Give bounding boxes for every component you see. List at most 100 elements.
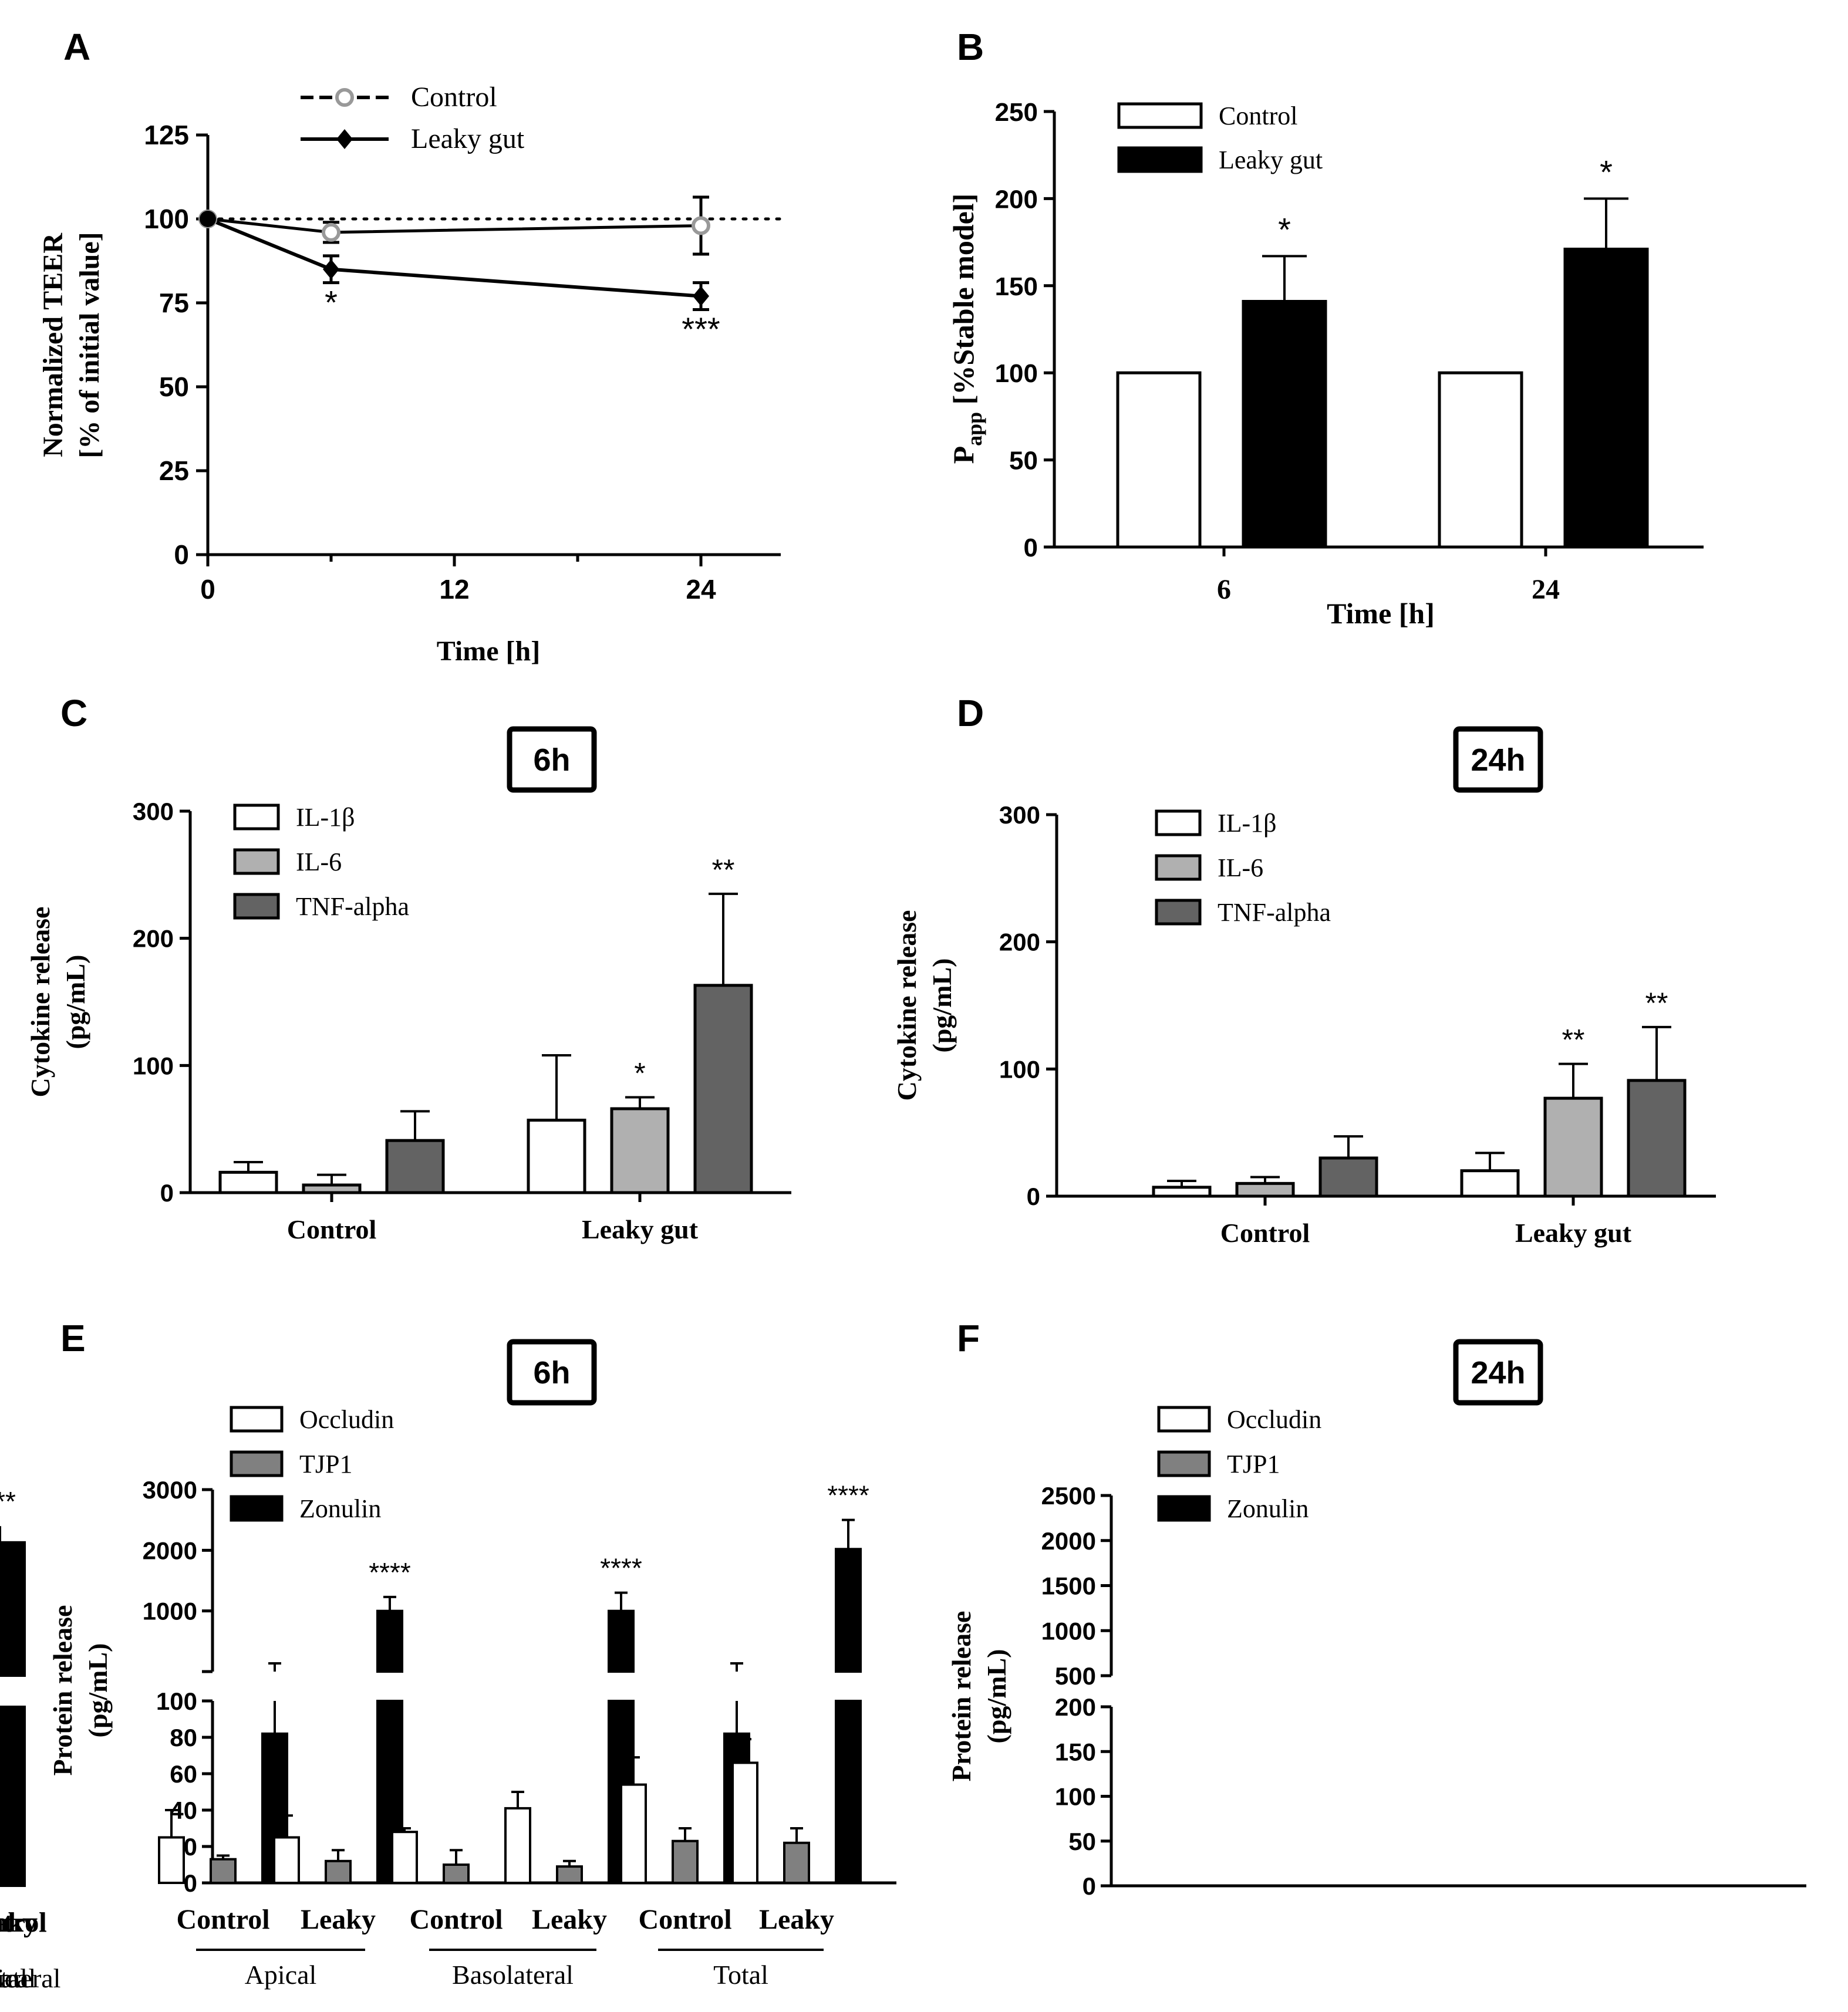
x-tick-label: Control: [0, 1907, 47, 1938]
y-tick-label: 200: [995, 185, 1038, 214]
legend: IL-1β IL-6 TNF-alpha: [1155, 809, 1331, 927]
error-bar: [1559, 1062, 1588, 1099]
y-tick-label: 1500: [1041, 1572, 1096, 1600]
y-tick-label: 150: [995, 272, 1038, 301]
y-tick-label: 80: [170, 1724, 197, 1751]
x-axis-label: Time [h]: [437, 636, 540, 667]
y-tick-label: 50: [1068, 1828, 1096, 1855]
y-tick-label: 75: [159, 288, 189, 318]
y-tick-label: 1000: [1041, 1617, 1096, 1645]
y-tick-label: 1000: [143, 1598, 197, 1625]
bar-zonulin-upper: [608, 1609, 635, 1673]
legend-occludin-label: Occludin: [1227, 1405, 1321, 1434]
y-tick-label: 100: [1055, 1783, 1096, 1811]
legend: Control Leaky gut: [301, 82, 525, 154]
legend-il-6: IL-6: [233, 848, 342, 876]
panel-title-frame: [507, 1339, 597, 1406]
error-bar: [450, 1849, 463, 1865]
error-bar: [317, 1173, 346, 1185]
y-tick-label: 100: [999, 1055, 1040, 1083]
legend-il-1--swatch: [233, 804, 280, 831]
panel-title-text: 6h: [533, 742, 570, 778]
leaky-point: [693, 286, 709, 306]
legend-zonulin-swatch: [1157, 1495, 1211, 1522]
panel-b: 0 50 100 150 200 250 6 * 24 * Time [h] Papp [%Stabl…: [947, 98, 1704, 630]
panel-a: 0 25 50 75 100 125 0 12 24 Time [h] Normalized TEE…: [38, 82, 783, 667]
x-tick-label: Control: [409, 1904, 503, 1935]
error-bar: [1475, 1152, 1505, 1171]
significance-marker: **: [1645, 987, 1668, 1019]
y-axis-label-sub: app: [963, 412, 986, 446]
legend: Control Leaky gut: [1117, 102, 1323, 174]
y-tick-label: 200: [999, 929, 1040, 956]
legend-tnf-alpha: TNF-alpha: [233, 892, 409, 921]
panel-title-text: 24h: [1471, 1355, 1525, 1390]
panel-d: 0 100 200 300 Control Leaky gut ** ** Cytokine r…: [892, 801, 1716, 1248]
panel-title: 6h: [507, 726, 597, 793]
significance-marker: *: [634, 1057, 645, 1090]
significance-marker: **: [712, 853, 735, 886]
legend-tjp1-label: TJP1: [1227, 1450, 1280, 1478]
group-label: Basolateral: [452, 1960, 574, 1990]
panel-letter-e: E: [60, 1317, 86, 1359]
y-tick-label: 300: [999, 801, 1040, 829]
legend-leaky-gut: Leaky gut: [1117, 146, 1323, 174]
legend-tnf-alpha-swatch: [1155, 899, 1202, 926]
legend-il-1-: IL-1β: [233, 803, 355, 832]
x-tick-label: Leaky: [532, 1904, 607, 1935]
x-tick-label: Leaky: [301, 1904, 376, 1935]
panel-letter-b: B: [957, 26, 984, 68]
y-tick-label: 500: [1055, 1662, 1096, 1690]
bar-il-6: [1543, 1096, 1603, 1198]
legend-il-6-swatch: [1155, 854, 1202, 881]
error-bar: [615, 1591, 628, 1611]
legend-control-marker: [335, 88, 354, 107]
significance-marker: ***: [0, 1560, 16, 1591]
panel-letter-a: A: [63, 26, 90, 68]
y-tick-label: 100: [995, 359, 1038, 388]
y-axis-label-line2: (pg/mL): [83, 1643, 113, 1738]
bar-zonulin-lower: [835, 1700, 862, 1884]
y-tick-label: 100: [156, 1687, 197, 1715]
legend-zonulin-label: Zonulin: [1227, 1494, 1309, 1523]
legend-control-label: Control: [411, 82, 497, 113]
y-axis-label-line1: Cytokine release: [892, 910, 922, 1101]
y-axis-label-line1: Protein release: [946, 1611, 976, 1782]
y-tick-label: 2000: [143, 1537, 197, 1564]
y-tick-label: 300: [133, 798, 174, 825]
legend-control-label: Control: [1219, 102, 1297, 130]
bar-leaky-gut: [1563, 247, 1649, 549]
x-tick-label: Leaky gut: [1515, 1218, 1632, 1248]
y-axis-label-line1: Cytokine release: [25, 907, 55, 1098]
x-tick-label: Control: [0, 1907, 47, 1938]
bar-tjp1: [672, 1839, 699, 1884]
legend-tjp1: TJP1: [230, 1450, 352, 1478]
y-tick-label: 100: [144, 204, 189, 234]
legend-tjp1-swatch: [230, 1450, 284, 1477]
x-tick-label: Leaky: [0, 1907, 38, 1938]
y-axis-label-line1: Protein release: [48, 1605, 77, 1776]
error-bar: [280, 1814, 293, 1838]
y-tick-label: 150: [1055, 1738, 1096, 1765]
y-axis-label-line2: (pg/mL): [927, 958, 957, 1053]
bar-occludin: [273, 1836, 300, 1884]
panel-title-frame: [1453, 1339, 1543, 1406]
bar-occludin: [504, 1807, 531, 1884]
group-label: Basolateral: [0, 1963, 60, 1993]
bar-il-1-: [527, 1119, 586, 1194]
panel-f: 0501001502005001000150020002500ControlLe…: [0, 1405, 1806, 1993]
legend-occludin-swatch: [230, 1406, 284, 1433]
x-tick-label: Leaky: [0, 1907, 38, 1938]
y-tick-label: 2500: [1041, 1482, 1096, 1510]
y-axis-label-line2: (pg/mL): [982, 1649, 1011, 1744]
error-bar: [1262, 255, 1307, 302]
legend-il-6-label: IL-6: [1218, 853, 1263, 882]
legend-leaky-label: Leaky gut: [411, 123, 525, 154]
bar-leaky-gut: [1242, 300, 1327, 549]
significance-marker: *: [1600, 153, 1613, 190]
bar-tnf-alpha: [1318, 1156, 1378, 1198]
legend-tnf-alpha-swatch: [233, 893, 280, 920]
error-bar: [165, 1809, 178, 1838]
significance-marker: *: [1278, 211, 1291, 248]
